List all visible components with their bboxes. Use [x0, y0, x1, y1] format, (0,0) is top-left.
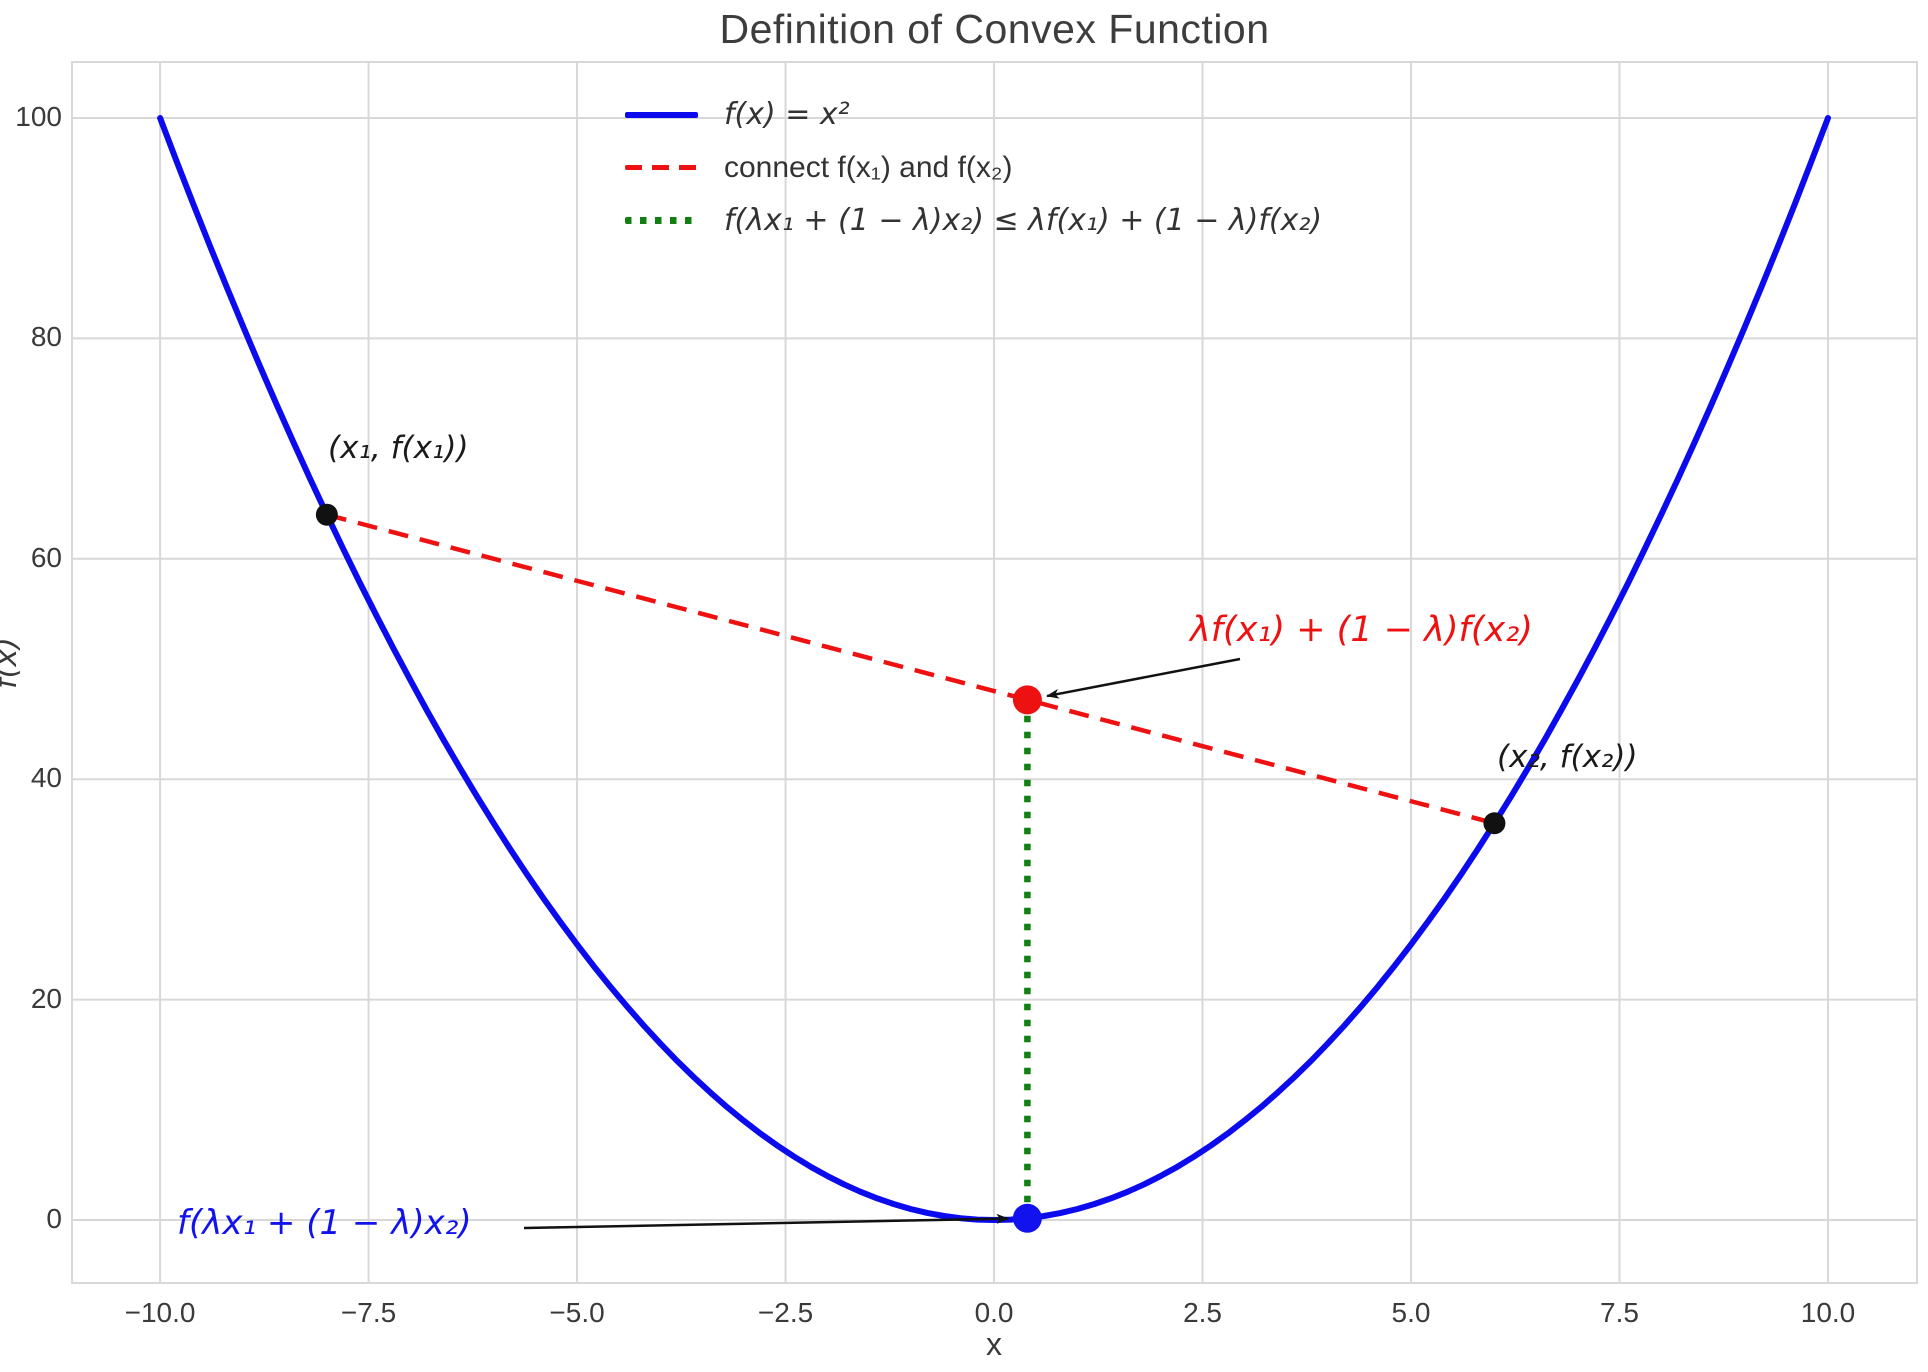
legend-item: f(λx₁ + (1 − λ)x₂) ≤ λf(x₁) + (1 − λ)f(x…	[625, 194, 1322, 247]
point-curve-point	[1012, 1203, 1042, 1233]
legend-swatch-solid-line-icon	[625, 111, 698, 118]
x-tick-label: −2.5	[757, 1297, 814, 1328]
point-x1	[315, 503, 338, 526]
y-axis-label: f(x)	[0, 637, 24, 689]
y-tick-label: 20	[30, 982, 62, 1014]
x-tick-label: −7.5	[340, 1297, 397, 1328]
legend-item: f(x) = x²	[625, 88, 1322, 141]
x-tick-label: 0.0	[974, 1297, 1014, 1328]
chord-value-arrow	[1046, 657, 1241, 699]
x-tick-label: 7.5	[1600, 1297, 1639, 1328]
x-tick-label: 5.0	[1391, 1297, 1431, 1328]
x-axis-label: x	[986, 1326, 1002, 1362]
curve-value-arrow	[523, 1213, 1010, 1230]
legend-swatch-dashed-line-icon	[625, 165, 698, 170]
y-tick-label: 40	[30, 762, 62, 794]
point1-label: (x₁, f(x₁))	[328, 430, 469, 466]
chart-title: Definition of Convex Function	[719, 6, 1270, 52]
y-tick-label: 0	[46, 1202, 62, 1234]
y-tick-label: 80	[30, 321, 62, 353]
legend: f(x) = x² connect f(x₁) and f(x₂) f(λx₁ + …	[625, 88, 1322, 247]
legend-swatch-dotted-line-icon	[625, 217, 698, 224]
x-tick-label: −5.0	[549, 1297, 605, 1328]
chord-value-label: λf(x₁) + (1 − λ)f(x₂)	[1190, 610, 1533, 650]
y-tick-label: 100	[15, 100, 62, 132]
point2-label: (x₂, f(x₂))	[1497, 739, 1638, 775]
y-tick-label: 60	[30, 541, 62, 573]
legend-label: f(λx₁ + (1 − λ)x₂) ≤ λf(x₁) + (1 − λ)f(x…	[724, 203, 1323, 238]
x-tick-label: 10.0	[1800, 1297, 1856, 1328]
x-tick-label: 2.5	[1183, 1297, 1222, 1328]
x-tick-label: −10.0	[124, 1297, 196, 1328]
chord-dashed-line	[326, 512, 1496, 826]
point-x2	[1483, 812, 1506, 835]
legend-label: f(x) = x²	[724, 97, 850, 132]
legend-item: connect f(x₁) and f(x₂)	[625, 141, 1322, 194]
point-chord-point	[1012, 685, 1042, 715]
curve-value-label: f(λx₁ + (1 − λ)x₂)	[177, 1203, 472, 1243]
legend-label: connect f(x₁) and f(x₂)	[724, 150, 1013, 184]
